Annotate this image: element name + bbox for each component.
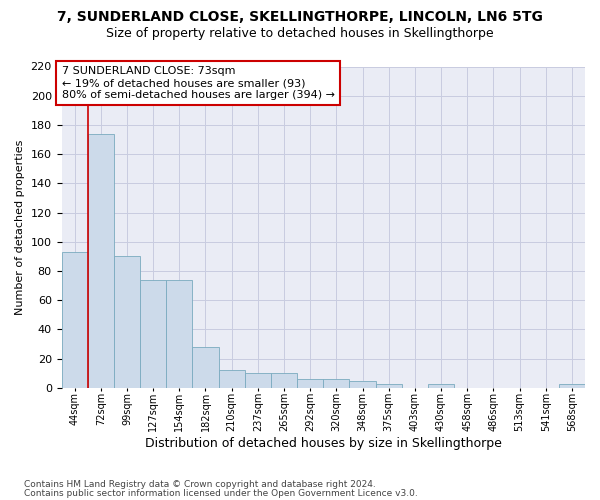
Bar <box>349 380 376 388</box>
Bar <box>140 280 166 388</box>
Bar <box>271 374 297 388</box>
Bar <box>218 370 245 388</box>
Text: Contains HM Land Registry data © Crown copyright and database right 2024.: Contains HM Land Registry data © Crown c… <box>24 480 376 489</box>
Bar <box>193 347 218 388</box>
Bar <box>323 379 349 388</box>
Bar <box>114 256 140 388</box>
Bar <box>62 252 88 388</box>
Text: Contains public sector information licensed under the Open Government Licence v3: Contains public sector information licen… <box>24 488 418 498</box>
Text: 7, SUNDERLAND CLOSE, SKELLINGTHORPE, LINCOLN, LN6 5TG: 7, SUNDERLAND CLOSE, SKELLINGTHORPE, LIN… <box>57 10 543 24</box>
Bar <box>166 280 193 388</box>
Bar <box>88 134 114 388</box>
Bar <box>376 384 402 388</box>
Bar <box>245 374 271 388</box>
Bar <box>297 379 323 388</box>
X-axis label: Distribution of detached houses by size in Skellingthorpe: Distribution of detached houses by size … <box>145 437 502 450</box>
Bar <box>559 384 585 388</box>
Y-axis label: Number of detached properties: Number of detached properties <box>15 140 25 315</box>
Text: 7 SUNDERLAND CLOSE: 73sqm
← 19% of detached houses are smaller (93)
80% of semi-: 7 SUNDERLAND CLOSE: 73sqm ← 19% of detac… <box>62 66 335 100</box>
Text: Size of property relative to detached houses in Skellingthorpe: Size of property relative to detached ho… <box>106 28 494 40</box>
Bar <box>428 384 454 388</box>
